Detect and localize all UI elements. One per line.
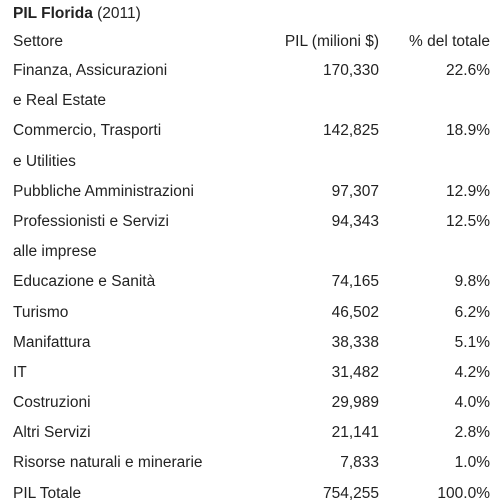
sector-label-line: Turismo [13,303,69,321]
sector-cell: Manifattura [13,328,233,358]
table-row: Risorse naturali e minerarie 7,833 1.0% [0,448,500,478]
table-row: PIL Totale 754,255 100.0% [0,479,500,500]
sector-label-line: PIL Totale [13,484,82,500]
table-row: Educazione e Sanità 74,165 9.8% [0,267,500,297]
sector-cell: Costruzioni [13,388,233,418]
pil-value-cell: 29,989 [331,394,379,412]
table-row: Finanza, Assicurazioni e Real Estate 170,3… [0,56,500,116]
sector-label-line: Educazione e Sanità [13,273,156,291]
sector-cell: Finanza, Assicurazioni e Real Estate [13,56,233,116]
table-row: Turismo 46,502 6.2% [0,298,500,328]
percent-value-cell: 12.9% [446,182,490,200]
table-row: Altri Servizi 21,141 2.8% [0,418,500,448]
percent-value-cell: 4.0% [454,394,490,412]
sector-cell: PIL Totale [13,479,233,500]
table-row: Pubbliche Amministrazioni 97,307 12.9% [0,177,500,207]
pil-value-cell: 74,165 [331,273,379,291]
percent-value-cell: 1.0% [454,454,490,472]
percent-value-cell: 22.6% [446,62,490,79]
sector-label-line: e Real Estate [13,92,107,110]
sector-label-line: Pubbliche Amministrazioni [13,182,194,200]
sector-label-line: Risorse naturali e minerarie [13,454,203,472]
sector-cell: Pubbliche Amministrazioni [13,177,233,207]
sector-label-line: Costruzioni [13,394,91,412]
percent-value-cell: 4.2% [454,363,490,381]
header-sector: Settore [13,33,63,50]
sector-cell: Commercio, Trasporti e Utilities [13,116,233,176]
sector-cell: Risorse naturali e minerarie [13,448,233,478]
pil-value-cell: 94,343 [331,212,379,230]
sector-label-line: Finanza, Assicurazioni [13,62,168,79]
table-row: Commercio, Trasporti e Utilities 142,825 18… [0,116,500,176]
table-row: Manifattura 38,338 5.1% [0,328,500,358]
table-title-year: (2011) [92,5,141,22]
sector-label-line: Commercio, Trasporti [13,122,162,140]
sector-label-line: IT [13,363,27,381]
pil-value-cell: 31,482 [331,363,379,381]
pil-value-cell: 38,338 [331,333,379,351]
table-title: PIL Florida (2011) [13,2,141,26]
table-row: Costruzioni 29,989 4.0% [0,388,500,418]
percent-value-cell: 2.8% [454,424,490,442]
pil-value-cell: 7,833 [340,454,379,472]
header-pil: PIL (milioni $) [284,33,379,50]
sector-label-line: Altri Servizi [13,424,91,442]
table-title-bold: PIL Florida [13,5,93,22]
sector-cell: Professionisti e Servizi alle imprese [13,207,233,267]
sector-label-line: alle imprese [13,243,97,261]
percent-value-cell: 18.9% [446,122,490,140]
table-body: Finanza, Assicurazioni e Real Estate 170,3… [0,56,500,500]
percent-value-cell: 12.5% [446,212,490,230]
percent-value-cell: 6.2% [454,303,490,321]
percent-value-cell: 5.1% [454,333,490,351]
pil-value-cell: 754,255 [322,484,379,500]
table-row: IT 31,482 4.2% [0,358,500,388]
header-percent: % del totale [409,33,490,50]
pil-value-cell: 21,141 [331,424,379,442]
sector-cell: IT [13,358,233,388]
sector-cell: Turismo [13,298,233,328]
sector-label-line: Manifattura [13,333,91,351]
sector-label-line: Professionisti e Servizi [13,212,169,230]
pil-value-cell: 170,330 [322,62,379,79]
percent-value-cell: 9.8% [454,273,490,291]
table-header-row: Settore PIL (milioni $) % del totale [0,28,500,56]
pil-value-cell: 97,307 [331,182,379,200]
table-row: Professionisti e Servizi alle imprese 94,3… [0,207,500,267]
sector-cell: Altri Servizi [13,418,233,448]
percent-value-cell: 100.0% [437,484,490,500]
pil-value-cell: 142,825 [322,122,379,140]
sector-cell: Educazione e Sanità [13,267,233,297]
sector-label-line: e Utilities [13,152,76,170]
pil-value-cell: 46,502 [331,303,379,321]
